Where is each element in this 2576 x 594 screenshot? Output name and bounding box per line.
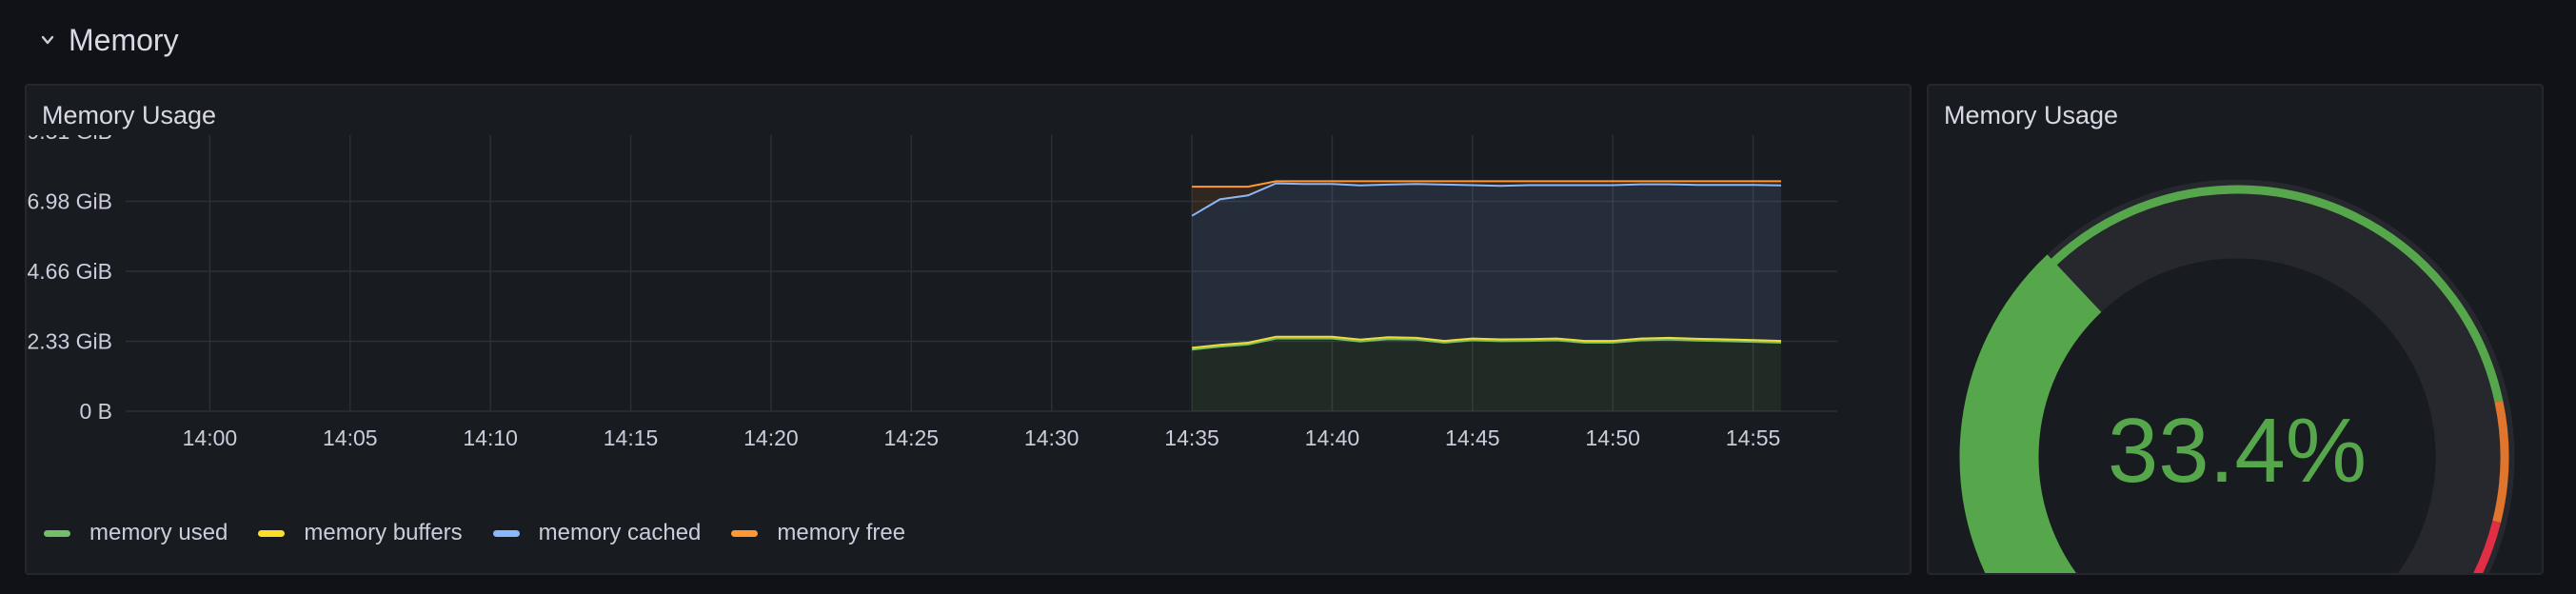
panel-title: Memory Usage [1944, 101, 2119, 129]
memory-usage-chart[interactable]: 0 B 2.33 GiB 4.66 GiB 6.98 GiB 9.31 GiB 14:00… [27, 135, 1910, 535]
y-tick-label: 4.66 GiB [28, 259, 113, 284]
x-tick-label: 14:55 [1726, 426, 1781, 450]
gauge-value-text: 33.4% [2108, 400, 2367, 502]
series-area-memory-cached [1192, 183, 1781, 348]
chart-legend: memory used memory buffers memory cached… [44, 520, 905, 546]
x-tick-label: 14:40 [1305, 426, 1360, 450]
y-tick-label: 0 B [79, 399, 112, 424]
memory-usage-timeseries-panel[interactable]: Memory Usage 0 B 2.33 GiB 4.66 GiB 6.98 GiB… [25, 84, 1912, 575]
y-tick-label: 2.33 GiB [28, 329, 113, 354]
x-tick-label: 14:30 [1024, 426, 1080, 450]
legend-item-memory-buffers[interactable]: memory buffers [258, 520, 463, 546]
row-title: Memory [69, 22, 179, 57]
x-tick-label: 14:45 [1445, 426, 1500, 450]
memory-usage-gauge-panel[interactable]: Memory Usage 33.4% [1927, 84, 2544, 575]
series-line-memory-free[interactable] [1192, 180, 1781, 188]
gauge-threshold-arc [2492, 400, 2509, 524]
legend-swatch-free [731, 529, 759, 537]
x-tick-label: 14:15 [604, 426, 659, 450]
row-header-memory[interactable]: Memory [38, 13, 179, 67]
x-tick-label: 14:25 [884, 426, 940, 450]
x-tick-label: 14:05 [323, 426, 378, 450]
series-line-memory-used[interactable] [1191, 337, 1782, 351]
series-area-memory-free [1192, 181, 1781, 216]
legend-label: memory cached [538, 520, 702, 545]
legend-item-memory-used[interactable]: memory used [44, 520, 228, 546]
y-tick-label: 9.31 GiB [28, 135, 113, 144]
series-line-memory-cached[interactable] [1191, 182, 1782, 217]
series-line-memory-buffers[interactable] [1191, 335, 1782, 349]
gauge-value-edge [2043, 315, 2107, 573]
legend-label: memory used [89, 520, 228, 545]
gauge-value-arc [1959, 254, 2102, 573]
legend-item-memory-free[interactable]: memory free [731, 520, 905, 546]
series-area-memory-used [1192, 338, 1781, 411]
x-tick-label: 14:35 [1164, 426, 1219, 450]
memory-usage-gauge: 33.4% [1959, 179, 2515, 573]
y-tick-label: 6.98 GiB [28, 189, 113, 214]
chevron-down-icon[interactable] [38, 30, 57, 50]
legend-item-memory-cached[interactable]: memory cached [492, 520, 702, 546]
x-tick-label: 14:50 [1585, 426, 1640, 450]
legend-swatch-buffers [258, 529, 286, 537]
x-tick-label: 14:10 [463, 426, 518, 450]
panel-title: Memory Usage [42, 101, 217, 129]
x-tick-label: 14:20 [743, 426, 799, 450]
legend-swatch-cached [492, 529, 520, 537]
gauge-track [1959, 179, 2515, 573]
gauge-threshold-arc [2473, 520, 2502, 573]
legend-label: memory buffers [304, 520, 463, 545]
legend-label: memory free [777, 520, 906, 545]
x-tick-label: 14:00 [183, 426, 238, 450]
legend-swatch-used [44, 529, 70, 537]
